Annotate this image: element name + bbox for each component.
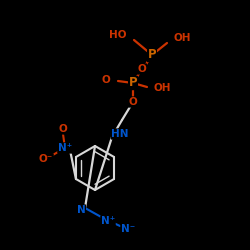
Text: O: O [101, 75, 110, 85]
Text: HN: HN [111, 129, 129, 139]
Text: O: O [138, 64, 146, 74]
Text: N⁺: N⁺ [58, 143, 72, 153]
Text: O: O [58, 124, 68, 134]
Text: N⁺: N⁺ [101, 216, 115, 226]
Text: HO: HO [108, 30, 126, 40]
Text: N⁻: N⁻ [121, 224, 135, 234]
Text: P: P [148, 48, 156, 62]
Text: P: P [129, 76, 137, 90]
Text: OH: OH [174, 33, 192, 43]
Text: O⁻: O⁻ [39, 154, 53, 164]
Text: O: O [128, 97, 138, 107]
Text: N: N [76, 205, 86, 215]
Text: OH: OH [154, 83, 172, 93]
